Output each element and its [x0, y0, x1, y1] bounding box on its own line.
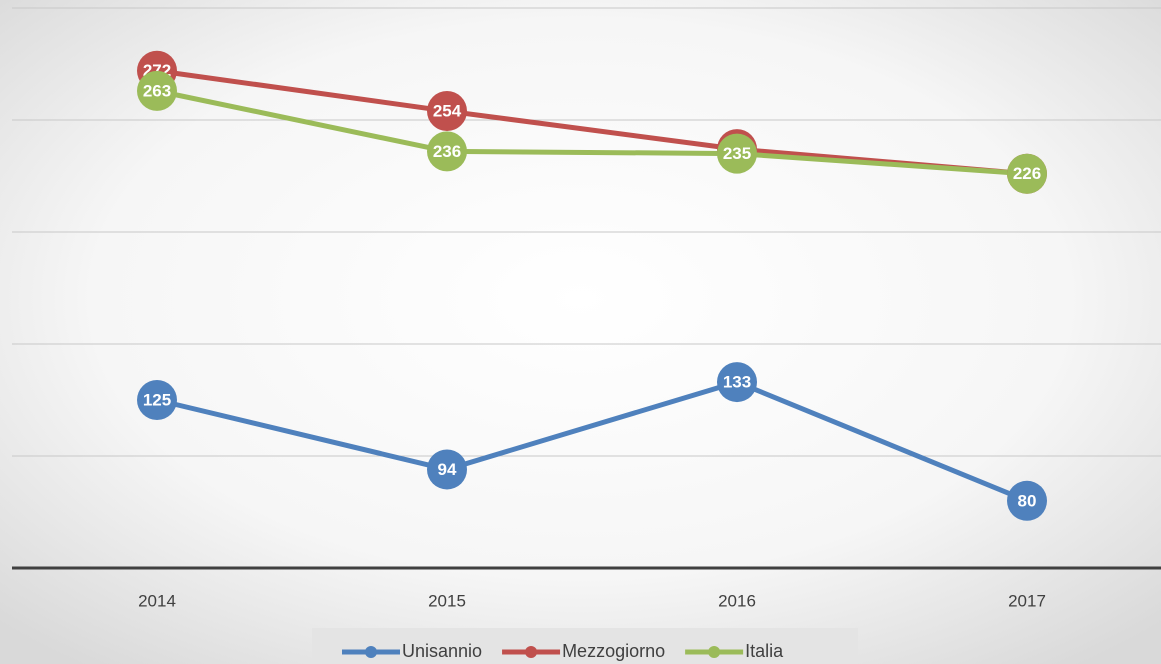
- data-label: 80: [1018, 491, 1037, 510]
- legend-marker: [525, 646, 538, 658]
- series-line: [156, 379, 1028, 504]
- legend-label: Unisannio: [402, 641, 482, 661]
- data-point: [717, 362, 757, 403]
- data-label: 94: [438, 460, 457, 479]
- data-label: 254: [433, 102, 462, 121]
- x-tick-label: 2017: [1008, 591, 1046, 610]
- data-label: 263: [143, 81, 171, 100]
- legend-marker: [365, 646, 377, 658]
- data-label: 235: [723, 144, 751, 163]
- data-point: [427, 91, 467, 132]
- data-point: [427, 449, 467, 490]
- data-point: [427, 131, 467, 172]
- x-tick-label: 2016: [718, 591, 756, 610]
- data-point: [717, 133, 757, 174]
- data-label: 133: [723, 373, 751, 392]
- data-label: 125: [143, 390, 171, 409]
- x-tick-label: 2015: [428, 591, 466, 610]
- data-point: [1007, 480, 1047, 521]
- data-label: 236: [433, 142, 461, 161]
- data-label: 226: [1013, 164, 1041, 183]
- data-point: [137, 380, 177, 420]
- legend-label: Italia: [745, 641, 784, 661]
- legend-marker: [708, 646, 721, 658]
- legend-label: Mezzogiorno: [562, 641, 665, 661]
- x-tick-label: 2014: [138, 591, 176, 610]
- data-point: [137, 70, 177, 111]
- data-point: [1007, 153, 1047, 194]
- series-line: [156, 88, 1028, 177]
- legend-box: [312, 628, 858, 664]
